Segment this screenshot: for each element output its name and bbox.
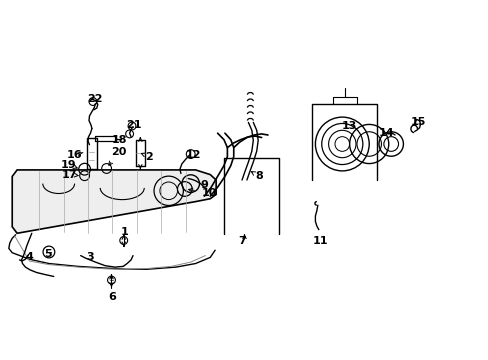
Text: 12: 12 [185, 150, 201, 160]
Text: 13: 13 [341, 121, 357, 131]
Text: 20: 20 [110, 147, 126, 157]
Text: 2: 2 [145, 152, 153, 162]
Text: 5: 5 [44, 249, 52, 259]
Text: 4: 4 [25, 252, 33, 262]
Text: 6: 6 [108, 292, 116, 302]
Text: 11: 11 [312, 236, 327, 246]
Text: 9: 9 [200, 180, 208, 190]
Text: 19: 19 [61, 159, 76, 170]
Text: 3: 3 [86, 252, 94, 262]
Text: 8: 8 [255, 171, 263, 181]
Text: 17: 17 [62, 170, 78, 180]
Text: 10: 10 [201, 188, 217, 198]
Polygon shape [12, 170, 216, 233]
Text: 15: 15 [409, 117, 425, 127]
Text: 18: 18 [112, 135, 127, 145]
Text: 16: 16 [67, 150, 82, 160]
Text: 1: 1 [121, 227, 128, 237]
Text: 7: 7 [238, 236, 245, 246]
Text: 21: 21 [125, 120, 141, 130]
Text: 22: 22 [87, 94, 103, 104]
Text: 14: 14 [378, 128, 393, 138]
